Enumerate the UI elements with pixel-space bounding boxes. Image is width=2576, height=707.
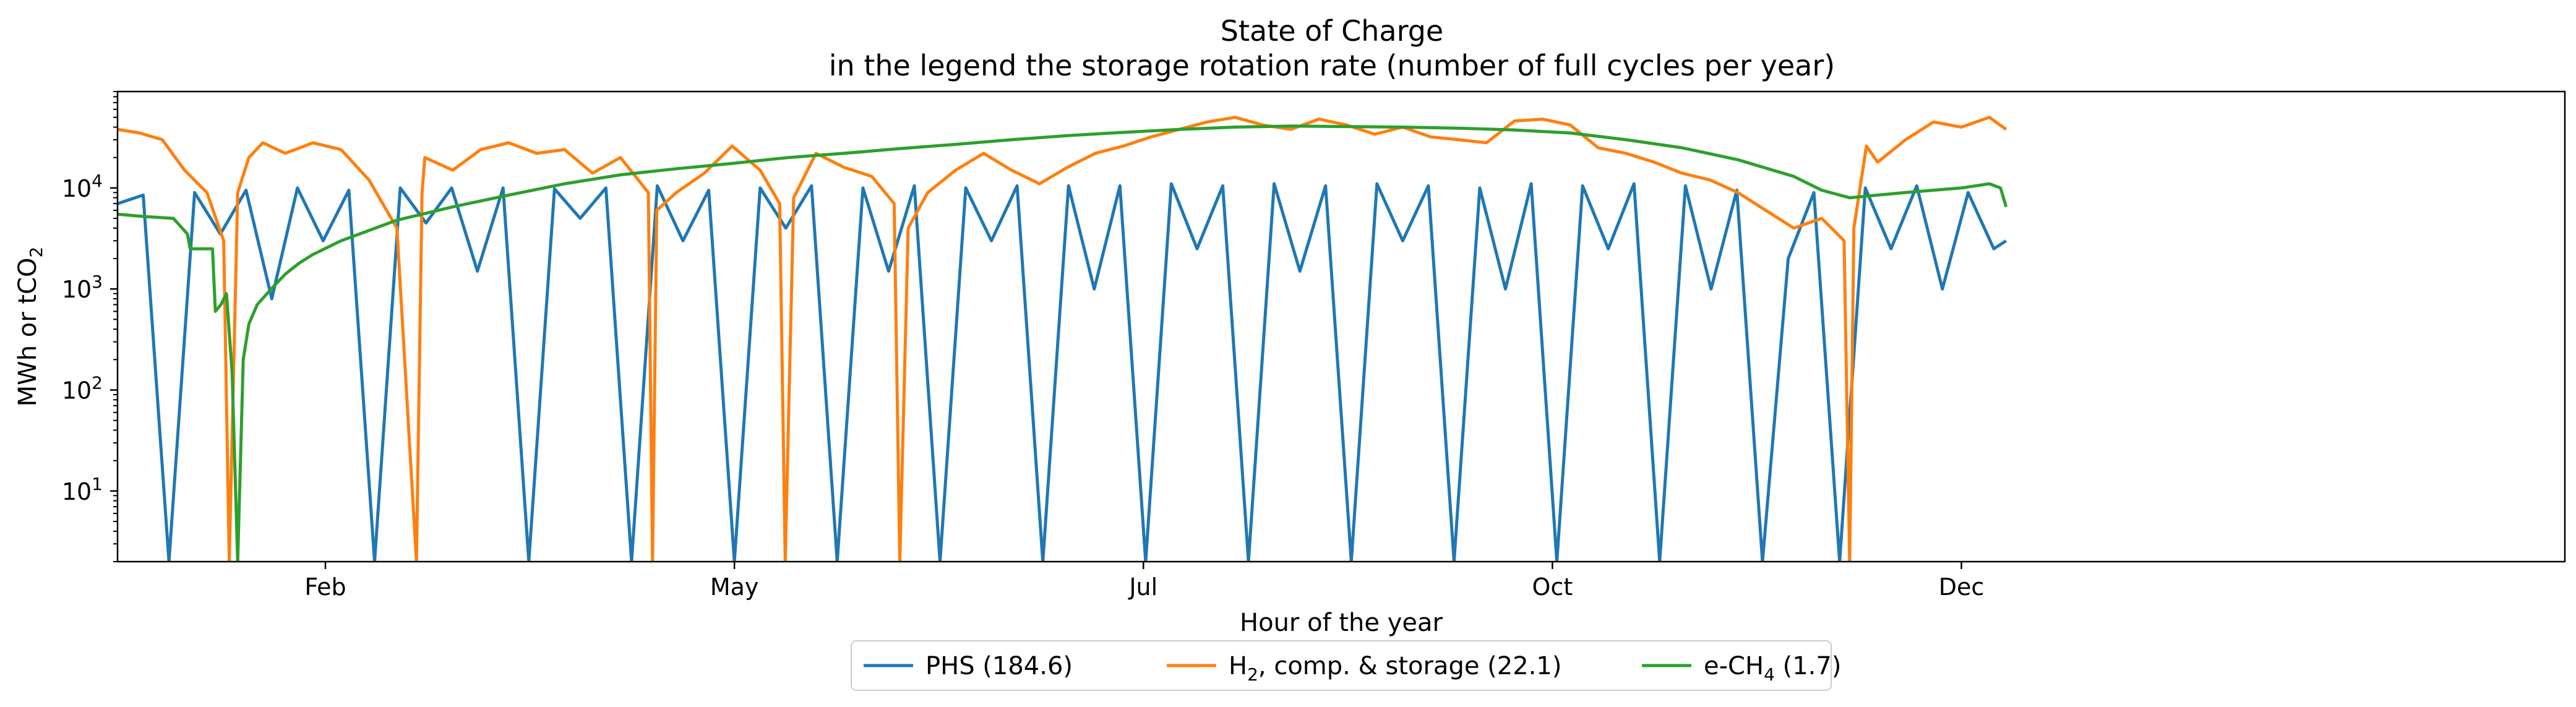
legend-label-h2: H2, comp. & storage (22.1) (1229, 652, 1561, 685)
x-tick-label: Jul (1128, 573, 1157, 601)
x-axis: Feb May Jul Oct Dec (304, 562, 1984, 601)
series-line-h2 (118, 116, 2007, 562)
legend-label-phs: PHS (184.6) (925, 652, 1073, 680)
x-tick-label: Oct (1532, 573, 1573, 601)
y-tick-label-base: 10 (62, 478, 92, 505)
y-tick-label-exp: 2 (92, 373, 103, 393)
x-tick-label: May (710, 573, 759, 601)
plot-frame (116, 90, 2566, 563)
y-tick-label: 103 (62, 272, 103, 303)
legend: PHS (184.6) H2, comp. & storage (22.1) e-C… (851, 640, 1841, 691)
series-line-ch4 (118, 124, 2008, 562)
legend-items: PHS (184.6) H2, comp. & storage (22.1) e-C… (864, 652, 1841, 685)
y-tick-label-base: 10 (62, 276, 92, 303)
legend-label-sub: 2 (1247, 664, 1258, 685)
y-tick-label-exp: 1 (92, 474, 103, 494)
y-tick-label: 102 (62, 373, 103, 405)
x-tick-label: Feb (304, 573, 346, 601)
x-tick-label: Dec (1939, 573, 1985, 601)
y-tick-label-exp: 4 (92, 171, 103, 191)
legend-box (851, 640, 1832, 691)
y-axis-label-sub: 2 (26, 247, 46, 258)
legend-label-post: , comp. & storage (22.1) (1258, 652, 1562, 680)
y-axis-label-main: MWh or tCO (14, 257, 42, 406)
legend-label-ch4: e-CH4 (1.7) (1704, 652, 1841, 685)
legend-label-pre: H (1229, 652, 1247, 680)
y-tick-label: 101 (62, 474, 103, 505)
legend-label-sub: 4 (1764, 664, 1775, 685)
chart-title: State of Charge (1221, 14, 1443, 48)
chart-subtitle: in the legend the storage rotation rate … (829, 49, 1835, 82)
y-axis-label: MWh or tCO2 (14, 247, 46, 407)
legend-label-pre: e-CH (1704, 652, 1764, 680)
series-layer (118, 116, 2008, 562)
legend-label-post: (1.7) (1775, 652, 1842, 680)
y-tick-label: 104 (62, 171, 103, 202)
legend-label-pre: PHS (184.6) (925, 652, 1073, 680)
y-tick-label-base: 10 (62, 377, 92, 405)
x-axis-label: Hour of the year (1240, 609, 1443, 637)
y-tick-label-exp: 3 (92, 272, 103, 292)
y-tick-label-base: 10 (62, 175, 92, 202)
